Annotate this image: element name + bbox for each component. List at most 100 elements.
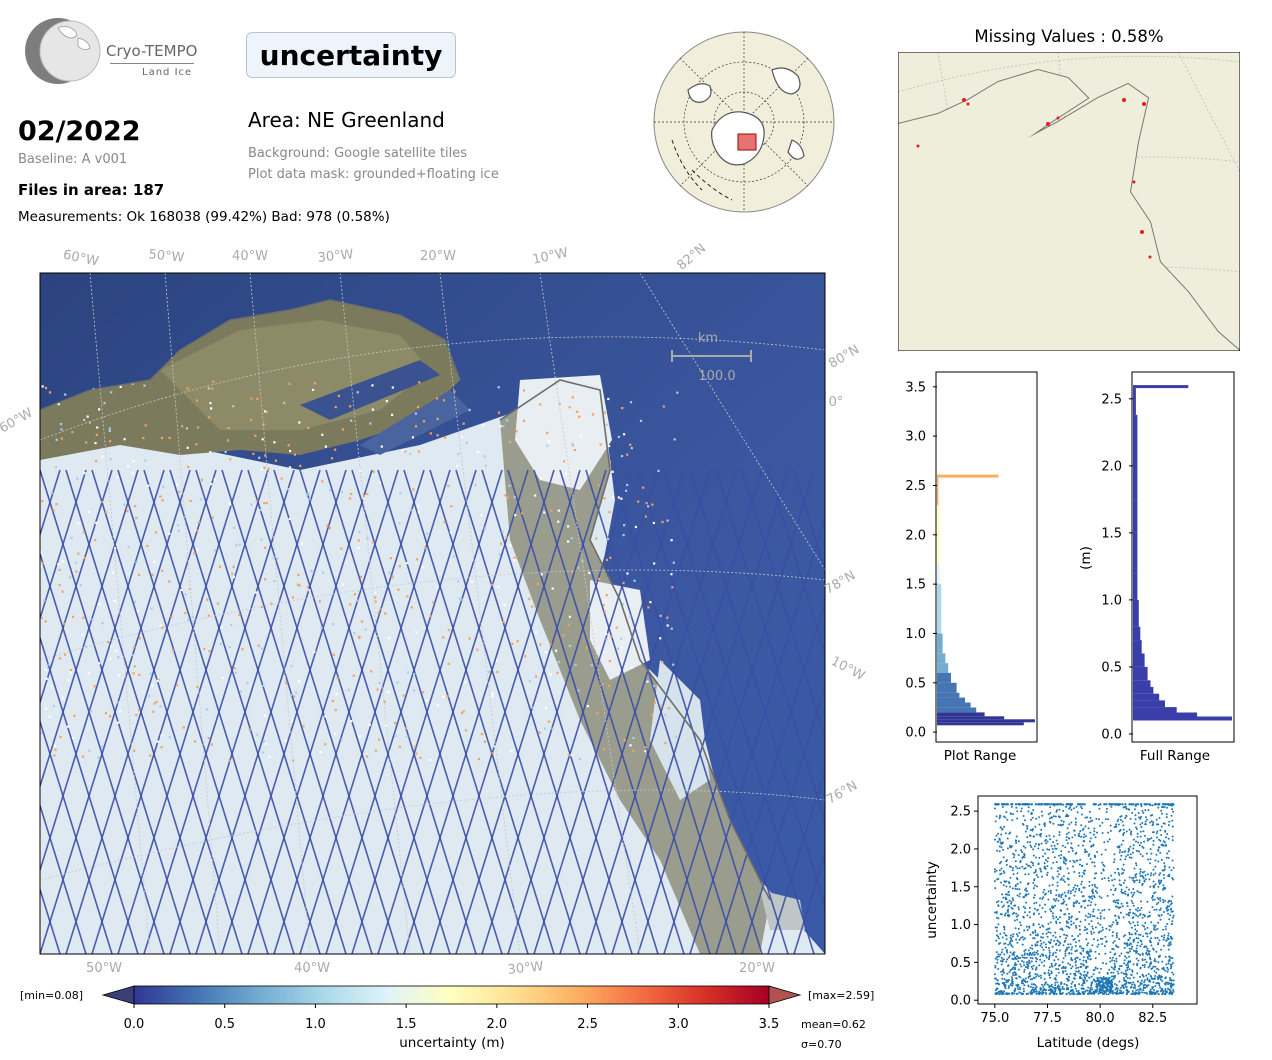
scatter-point bbox=[997, 968, 1000, 970]
baseline-text: Baseline: A v001 bbox=[18, 152, 128, 167]
scatter-point bbox=[1140, 906, 1143, 909]
scatter-point bbox=[1070, 916, 1073, 919]
scatter-point bbox=[1067, 872, 1070, 875]
scatter-point bbox=[1004, 832, 1007, 835]
scatter-point bbox=[1118, 873, 1121, 876]
scatter-point bbox=[1037, 975, 1040, 978]
scatter-point bbox=[1125, 815, 1128, 818]
scatter-point bbox=[1140, 900, 1142, 903]
scatter-point bbox=[1157, 921, 1160, 924]
scatter-point bbox=[1057, 803, 1060, 806]
scatter-point bbox=[1017, 960, 1020, 963]
scatter-point bbox=[1132, 976, 1135, 979]
scatter-point bbox=[1043, 959, 1046, 962]
scatter-point bbox=[1092, 990, 1095, 993]
scatter-point bbox=[1154, 985, 1157, 988]
scatter-point bbox=[1130, 856, 1133, 859]
scatter-point bbox=[1143, 879, 1146, 882]
scatter-point bbox=[1054, 815, 1057, 818]
scatter-point bbox=[1097, 931, 1100, 934]
scatter-point bbox=[1061, 961, 1064, 964]
scatter-point bbox=[1035, 842, 1037, 845]
scatter-point bbox=[1022, 905, 1025, 908]
scatter-point bbox=[1125, 807, 1128, 810]
scatter-point bbox=[1125, 964, 1128, 966]
scatter-point bbox=[1067, 991, 1070, 994]
scatter-point bbox=[1110, 982, 1113, 985]
scatter-point bbox=[1093, 830, 1096, 833]
scatter-point bbox=[1085, 965, 1088, 968]
scatter-point bbox=[1141, 884, 1144, 886]
scatter-point bbox=[1100, 896, 1103, 899]
scatter-point bbox=[1086, 972, 1089, 975]
scatter-point bbox=[1137, 915, 1139, 918]
scatter-point bbox=[1152, 965, 1155, 968]
scatter-point bbox=[1135, 914, 1138, 917]
scatter-point bbox=[1052, 815, 1055, 818]
scatter-point bbox=[1141, 953, 1144, 956]
scatter-point bbox=[995, 901, 998, 904]
scatter-point bbox=[1128, 849, 1131, 852]
scatter-point bbox=[1141, 916, 1144, 919]
scatter-point bbox=[1140, 805, 1143, 808]
scatter-point bbox=[1117, 818, 1120, 821]
scatter-point bbox=[1080, 947, 1083, 950]
scatter-point bbox=[1153, 928, 1155, 931]
scatter-point bbox=[1060, 902, 1063, 905]
scatter-point bbox=[1078, 911, 1081, 913]
scatter-point bbox=[1051, 912, 1054, 915]
scatter-point bbox=[1168, 866, 1171, 869]
scatter-point bbox=[1121, 892, 1124, 894]
scatter-point bbox=[1002, 958, 1005, 961]
scatter-point bbox=[1075, 926, 1078, 929]
scatter-point bbox=[1167, 932, 1170, 935]
scatter-point bbox=[1109, 984, 1112, 986]
scatter-point bbox=[1099, 917, 1102, 920]
scatter-point bbox=[1034, 869, 1037, 871]
scatter-point bbox=[995, 834, 998, 837]
scatter-point bbox=[1066, 827, 1069, 830]
scatter-point bbox=[1012, 935, 1014, 938]
scatter-point bbox=[1029, 828, 1032, 831]
x-tick-label: 82.5 bbox=[1138, 1011, 1167, 1026]
scatter-point bbox=[1062, 970, 1064, 973]
scatter-point bbox=[1151, 814, 1154, 816]
scatter-point bbox=[1027, 873, 1030, 876]
scatter-point bbox=[1046, 874, 1049, 876]
scatter-point bbox=[1127, 847, 1130, 850]
scatter-point bbox=[1128, 876, 1131, 879]
scatter-point bbox=[1171, 808, 1174, 811]
scatter-point bbox=[1052, 851, 1054, 854]
scatter-point bbox=[1155, 832, 1158, 835]
colorbar-tick-label: 1.5 bbox=[396, 1017, 417, 1032]
scatter-point bbox=[996, 958, 999, 961]
scatter-point bbox=[1086, 928, 1089, 931]
scatter-point bbox=[1032, 986, 1035, 989]
scatter-point bbox=[1047, 931, 1050, 934]
scatter-point bbox=[1101, 861, 1104, 864]
scatter-point bbox=[1015, 912, 1018, 915]
scatter-point bbox=[1101, 926, 1104, 929]
y-tick-label: 1.5 bbox=[1101, 526, 1122, 541]
scatter-point bbox=[1055, 809, 1058, 812]
scatter-point bbox=[1161, 960, 1164, 963]
scatter-point bbox=[1003, 953, 1006, 956]
scatter-point bbox=[1068, 918, 1071, 921]
scatter-point bbox=[1104, 985, 1107, 988]
scatter-point bbox=[1013, 968, 1016, 971]
scatter-point bbox=[1152, 981, 1155, 984]
scatter-point bbox=[1149, 988, 1152, 991]
scatter-point bbox=[1032, 864, 1035, 867]
scatter-point bbox=[1007, 956, 1010, 959]
scatter-point bbox=[1070, 842, 1073, 845]
scatter-point bbox=[1078, 863, 1081, 866]
scatter-point bbox=[1171, 991, 1174, 994]
scatter-point bbox=[1050, 910, 1053, 913]
scatter-point bbox=[1055, 974, 1058, 977]
scatter-point bbox=[1041, 898, 1044, 900]
scatter-point bbox=[1062, 860, 1065, 863]
scatter-point bbox=[1115, 960, 1118, 963]
scatter-point bbox=[1115, 957, 1118, 960]
scatter-point bbox=[1076, 859, 1079, 862]
histogram-bar bbox=[937, 716, 1005, 720]
